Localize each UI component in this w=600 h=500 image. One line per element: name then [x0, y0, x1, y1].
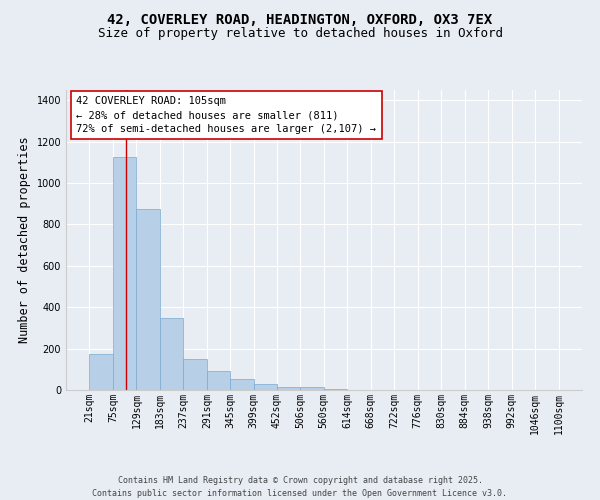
Bar: [207, 372, 230, 390]
Bar: [324, 389, 347, 390]
Bar: [301, 387, 324, 390]
Bar: [254, 384, 277, 390]
Bar: [113, 157, 136, 390]
Bar: [89, 354, 113, 390]
Bar: [184, 359, 207, 390]
Text: Contains HM Land Registry data © Crown copyright and database right 2025.
Contai: Contains HM Land Registry data © Crown c…: [92, 476, 508, 498]
Bar: [160, 318, 184, 390]
Bar: [277, 387, 301, 390]
Text: Size of property relative to detached houses in Oxford: Size of property relative to detached ho…: [97, 28, 503, 40]
Text: 42 COVERLEY ROAD: 105sqm
← 28% of detached houses are smaller (811)
72% of semi-: 42 COVERLEY ROAD: 105sqm ← 28% of detach…: [76, 96, 376, 134]
Bar: [136, 209, 160, 390]
Y-axis label: Number of detached properties: Number of detached properties: [18, 136, 31, 344]
Bar: [230, 378, 254, 390]
Text: 42, COVERLEY ROAD, HEADINGTON, OXFORD, OX3 7EX: 42, COVERLEY ROAD, HEADINGTON, OXFORD, O…: [107, 12, 493, 26]
